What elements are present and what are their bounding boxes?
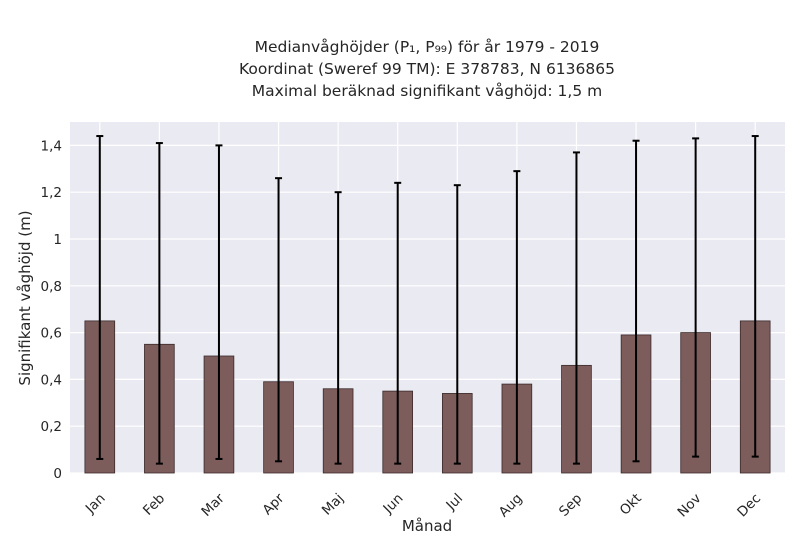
error-bar-apr [275,177,283,463]
y-tick-labels: 0 0,2 0,4 0,6 0,8 1 1,2 1,4 [41,138,62,482]
title-line-2: Koordinat (Sweref 99 TM): E 378783, N 61… [239,60,615,78]
x-tick-label-mar: Mar [198,490,228,520]
y-axis-label: Signifikant våghöjd (m) [16,210,34,385]
y-tick-label: 0,6 [41,326,62,342]
error-bar-sep [572,151,580,465]
x-tick-label-feb: Feb [140,491,168,519]
x-tick-label-dec: Dec [734,491,764,521]
error-bar-nov [692,137,700,458]
x-tick-label-jul: Jul [443,491,467,515]
y-tick-label: 0 [53,466,62,482]
title-line-3: Maximal beräknad signifikant våghöjd: 1,… [252,82,602,100]
title-line-1: Medianvåghöjder (P₁, P₉₉) för år 1979 - … [255,38,600,56]
y-tick-label: 0,4 [41,372,62,388]
x-tick-labels: Jan Feb Mar Apr Maj Jun Jul Aug Sep Okt Nov Dec [82,490,764,520]
error-bar-okt [632,139,640,463]
x-tick-label-maj: Maj [319,491,347,519]
error-bar-mar [215,144,223,460]
x-tick-label-aug: Aug [496,491,526,521]
x-tick-label-okt: Okt [617,491,645,519]
error-bar-dec [751,135,759,458]
y-tick-label: 1,4 [41,138,62,154]
chart-title: Medianvåghöjder (P₁, P₉₉) för år 1979 - … [239,38,615,100]
error-bar-jul [453,184,461,465]
error-bar-feb [155,142,163,465]
y-tick-label: 1 [53,232,62,248]
y-tick-label: 0,2 [41,419,62,435]
x-tick-label-jan: Jan [82,491,109,518]
error-bar-aug [513,170,521,465]
y-tick-label: 1,2 [41,185,62,201]
error-bar-maj [334,191,342,465]
plot-area [70,122,785,473]
x-tick-label-apr: Apr [260,490,288,518]
x-tick-label-jun: Jun [380,491,407,518]
y-tick-label: 0,8 [41,279,62,295]
error-bar-jan [96,135,104,460]
x-axis-label: Månad [402,517,452,535]
x-tick-label-sep: Sep [556,491,585,520]
error-bars [96,135,759,465]
error-bar-jun [394,181,402,465]
x-tick-label-nov: Nov [675,491,705,521]
